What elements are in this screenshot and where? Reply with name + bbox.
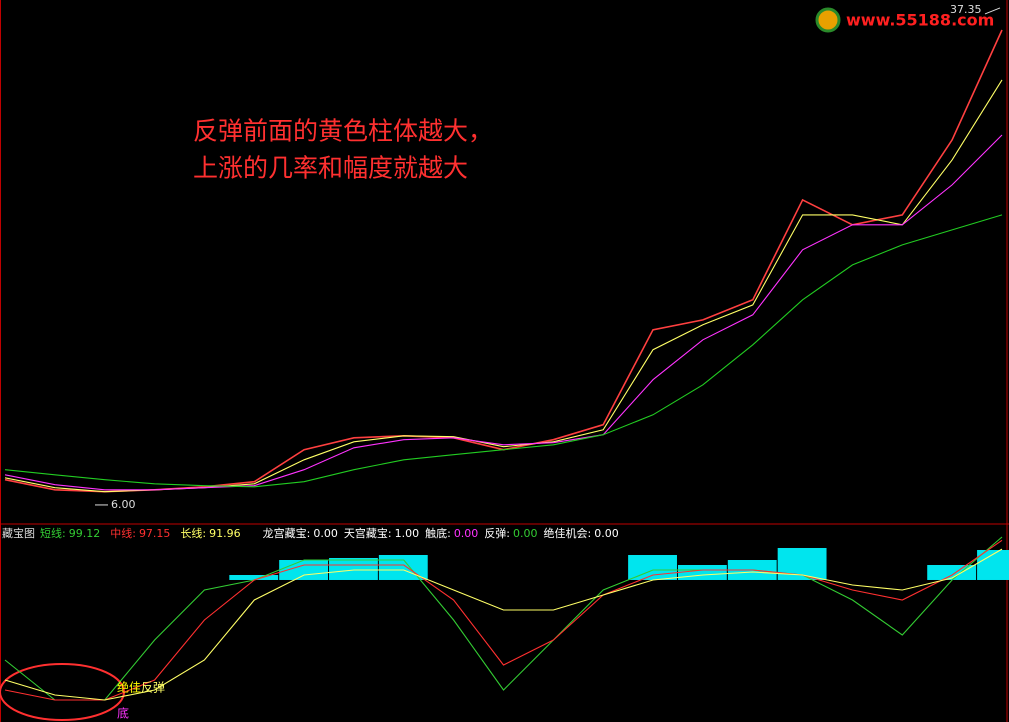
series-line bbox=[4, 548, 1003, 701]
note: 反弹前面的黄色柱体越大， bbox=[193, 118, 493, 146]
indicator-bar bbox=[628, 554, 677, 580]
indicator-title: 藏宝图 bbox=[2, 526, 35, 540]
annotation: 反弹 bbox=[141, 681, 165, 695]
indicator-name: 天宫藏宝: bbox=[344, 526, 392, 540]
legend-name: 长线: bbox=[180, 526, 206, 540]
note: 上涨的几率和幅度就越大 bbox=[193, 155, 468, 183]
series-line bbox=[4, 214, 1003, 488]
max-marker: 37.35 bbox=[950, 3, 982, 16]
indicator-value: 0.00 bbox=[454, 527, 479, 540]
min-marker: 6.00 bbox=[111, 498, 136, 511]
indicator-value: 0.00 bbox=[313, 527, 338, 540]
indicator-value: 1.00 bbox=[395, 527, 420, 540]
legend-name: 中线: bbox=[110, 526, 136, 540]
indicator-bar bbox=[677, 564, 727, 580]
series-line bbox=[4, 539, 1003, 701]
legend-value: 97.15 bbox=[139, 527, 171, 540]
annotation: 底 bbox=[117, 706, 129, 721]
indicator-name: 触底: bbox=[425, 526, 451, 540]
indicator-bar bbox=[927, 564, 977, 580]
watermark-logo bbox=[815, 7, 841, 33]
indicator-bar bbox=[229, 575, 279, 580]
indicator-name: 龙宫藏宝: bbox=[263, 526, 311, 540]
watermark: www.55188.com bbox=[846, 11, 994, 30]
indicator-bar bbox=[977, 549, 1009, 580]
max-marker-arrow bbox=[984, 7, 1001, 15]
series-line bbox=[4, 536, 1003, 701]
indicator-bar bbox=[329, 557, 378, 580]
indicator-value: 0.00 bbox=[513, 527, 538, 540]
indicator-name: 绝佳机会: bbox=[544, 526, 592, 540]
legend-name: 短线: bbox=[40, 526, 66, 540]
indicator-name: 反弹: bbox=[484, 526, 510, 540]
annotation: 绝佳 bbox=[117, 680, 141, 695]
indicator-value: 0.00 bbox=[594, 527, 619, 540]
legend-value: 91.96 bbox=[209, 527, 241, 540]
legend-value: 99.12 bbox=[69, 527, 101, 540]
series-line bbox=[4, 134, 1003, 491]
